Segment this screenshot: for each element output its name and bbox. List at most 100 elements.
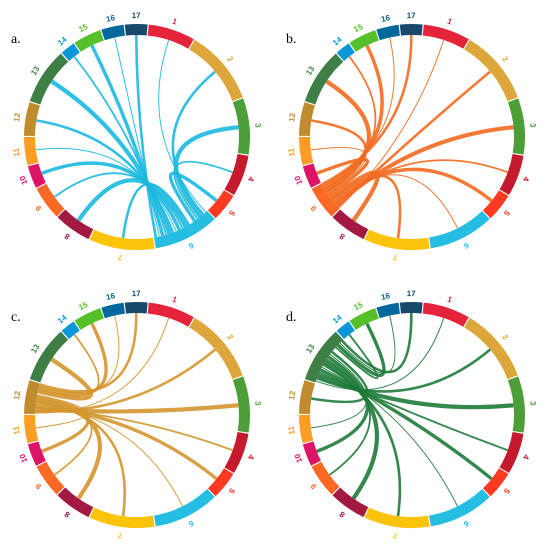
segment-label: 1 (446, 295, 454, 305)
segment-label: 7 (117, 530, 123, 540)
chord (318, 371, 509, 452)
ring-segment (304, 53, 344, 105)
segment-label: 9 (34, 481, 44, 490)
segment-label: 5 (501, 486, 511, 496)
ring-segment (224, 154, 249, 195)
ring-segment (61, 321, 80, 339)
ring-segment (349, 308, 379, 330)
chord (322, 363, 402, 517)
ring-segment (336, 43, 355, 61)
ring-segment (429, 211, 490, 249)
chord (329, 170, 380, 222)
segment-label: 15 (77, 22, 89, 34)
segment-label: 16 (105, 13, 116, 24)
ring-segment (422, 24, 469, 49)
segment-label: 12 (12, 112, 22, 123)
ring-segment (232, 376, 250, 433)
segment-label: 7 (392, 252, 398, 262)
segment-label: 14 (331, 35, 344, 48)
ring-segment (24, 414, 39, 444)
ring-segment (29, 53, 69, 105)
ring-segment (89, 229, 155, 250)
chord (35, 404, 218, 481)
chord (114, 37, 160, 237)
chord (316, 157, 370, 197)
segment-label: 12 (287, 112, 297, 123)
segment-label: 2 (500, 333, 510, 343)
ring-segment (376, 302, 400, 319)
ring-segment (482, 468, 509, 497)
chord (341, 312, 413, 374)
ring-segment (499, 154, 524, 195)
chord (38, 322, 108, 396)
segment-label: 5 (501, 208, 511, 218)
chord (36, 397, 93, 476)
segment-label: 17 (407, 11, 417, 20)
segment-label: 11 (12, 425, 22, 435)
segment-label: 13 (304, 342, 317, 355)
segment-label: 14 (56, 313, 69, 326)
ring-segment (207, 190, 234, 219)
segment-label: 2 (225, 55, 235, 65)
segment-label: 6 (462, 241, 470, 251)
ring-segment (24, 136, 39, 166)
ring-segment (364, 229, 430, 251)
chord (334, 125, 514, 207)
chord (324, 79, 372, 193)
segment-label: 10 (18, 174, 30, 186)
segment-label: 13 (29, 342, 42, 355)
chord (311, 350, 369, 404)
segment-label: 17 (407, 289, 417, 298)
ring-segment (364, 507, 430, 528)
ring-segment (304, 331, 344, 383)
ring-segment (61, 43, 80, 61)
ring-segment (154, 211, 215, 249)
segment-label: 13 (304, 64, 317, 77)
ring-segment (332, 487, 369, 518)
ring-segment (27, 163, 46, 188)
segment-label: 15 (352, 300, 364, 312)
segment-label: 16 (380, 13, 391, 24)
ring-segment (27, 441, 46, 466)
ring-segment (482, 190, 509, 219)
chord (326, 358, 371, 476)
ring-segment (24, 380, 40, 414)
segment-label: 2 (500, 55, 510, 65)
segment-label: 10 (293, 174, 305, 186)
chord (319, 368, 493, 481)
segment-label: 6 (462, 519, 470, 529)
ring-segment (499, 432, 524, 473)
chord (36, 119, 175, 233)
segment-label: 5 (226, 486, 236, 496)
segment-label: 8 (62, 509, 71, 519)
chord (53, 172, 184, 229)
segment-label: 11 (287, 425, 297, 435)
chord (73, 56, 167, 236)
chord (321, 366, 459, 507)
segment-label: 14 (56, 35, 69, 48)
ring-segment (299, 102, 315, 136)
ring-segment (147, 24, 194, 49)
segment-label: 16 (105, 291, 116, 302)
chord (35, 394, 87, 429)
segment-label: 6 (187, 241, 195, 251)
chord (173, 125, 239, 219)
segment-label: 2 (225, 333, 235, 343)
segment-label: 12 (12, 390, 22, 401)
chord (36, 395, 90, 453)
ring-segment (224, 432, 249, 473)
ring-segment (399, 23, 423, 36)
ring-segment (299, 380, 315, 414)
ring-segment (36, 183, 65, 217)
ring-segment (74, 308, 104, 330)
panel-label: a. (11, 32, 21, 47)
ring-segment (332, 209, 369, 240)
segment-label: 1 (171, 295, 179, 305)
ring-segment (299, 414, 314, 444)
chord (171, 70, 217, 216)
ring-segment (311, 461, 340, 495)
chord (168, 171, 218, 223)
ring-segment (24, 102, 40, 136)
